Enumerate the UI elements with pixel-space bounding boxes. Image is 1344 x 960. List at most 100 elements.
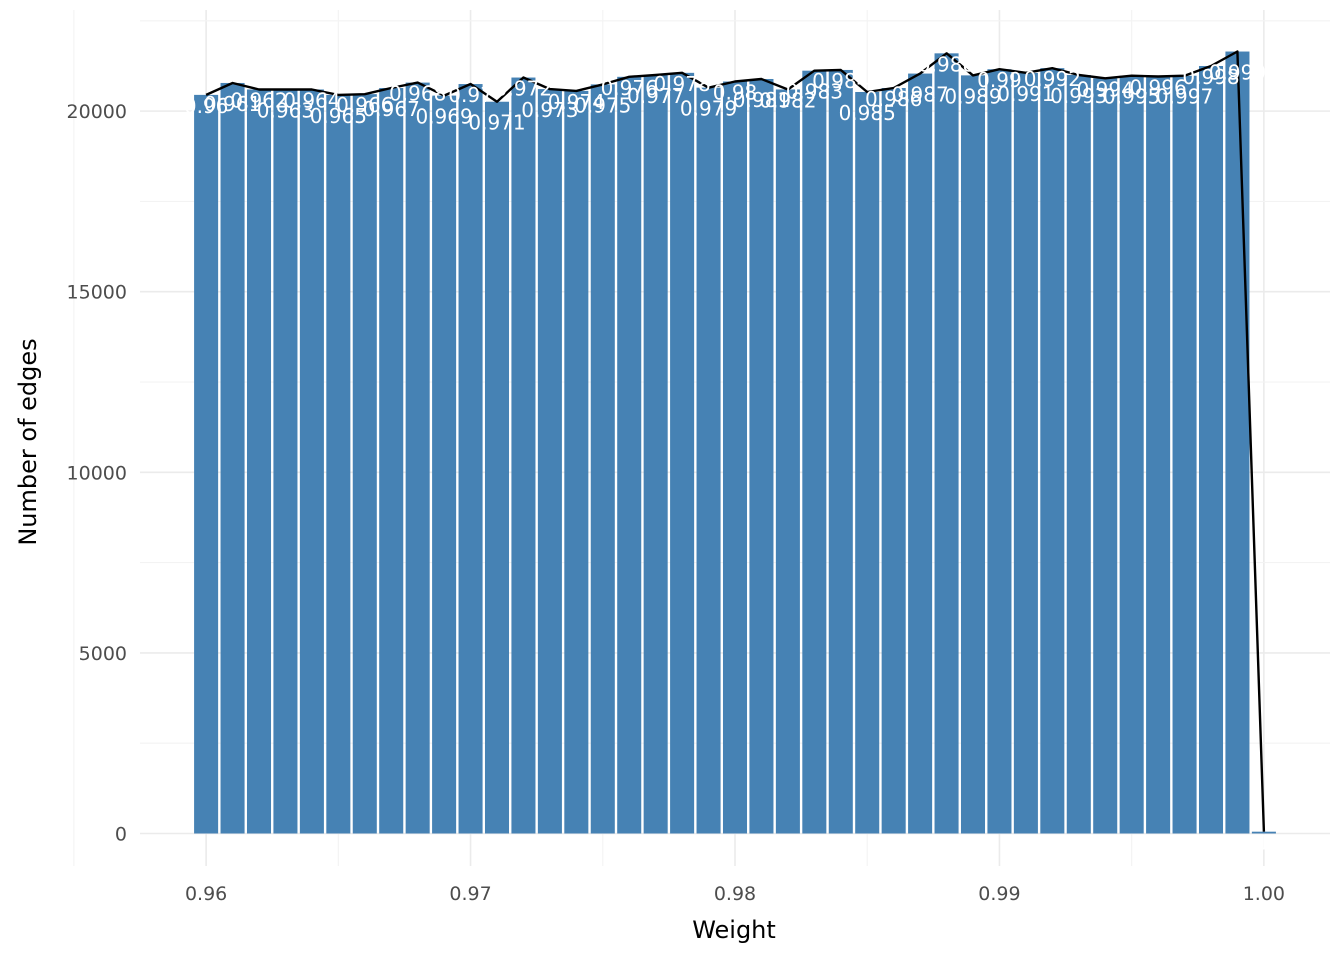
- bar-label: 0.991: [997, 82, 1054, 106]
- bar-label: 0.965: [310, 104, 367, 128]
- bar-label: 0.976: [601, 76, 658, 100]
- bar: [696, 87, 721, 834]
- bar: [643, 75, 668, 834]
- x-tick-label: 1.00: [1243, 883, 1285, 905]
- bar: [855, 91, 880, 834]
- bar-label: 0.99: [977, 68, 1022, 92]
- bar: [934, 53, 959, 834]
- bar-label: 0.969: [415, 105, 472, 129]
- bar-label: 0.971: [468, 111, 525, 135]
- bar: [511, 77, 536, 834]
- x-tick-label: 0.96: [185, 883, 227, 905]
- bar-label: 0.973: [521, 98, 578, 122]
- bar-label: 0.992: [1024, 67, 1081, 91]
- bar-label: 0.972: [495, 77, 552, 101]
- bar: [749, 78, 774, 834]
- bar: [908, 73, 933, 834]
- x-tick-label: 0.99: [978, 883, 1020, 905]
- bar-label: 0.98: [713, 81, 758, 105]
- bar: [828, 69, 853, 834]
- bar: [722, 81, 748, 834]
- bar-label: 0.982: [759, 88, 816, 112]
- bar: [617, 76, 642, 834]
- x-tick-label: 0.97: [449, 883, 491, 905]
- bar-label: 0.996: [1129, 75, 1186, 99]
- bar: [590, 84, 615, 834]
- x-axis-title: Weight: [692, 916, 776, 944]
- bar: [960, 75, 986, 834]
- bar: [220, 82, 245, 834]
- bar: [352, 94, 377, 834]
- bar-label: 0.97: [448, 83, 493, 107]
- bar-label: 0.966: [336, 93, 393, 117]
- bar: [1040, 68, 1065, 834]
- bar: [1172, 75, 1197, 834]
- bar-label: 0.989: [944, 84, 1001, 108]
- bar: [802, 70, 827, 834]
- bar-label: 0.974: [548, 90, 605, 114]
- bar-label: 0.962: [230, 88, 287, 112]
- frequency-polyline: [205, 50, 1266, 832]
- bar: [246, 89, 272, 834]
- bar: [484, 101, 510, 834]
- bar-label: 1: [1258, 831, 1271, 855]
- bar-label: 0.986: [865, 87, 922, 111]
- bar-label: 0.984: [812, 69, 869, 93]
- bar-label: 0.968: [389, 82, 446, 106]
- bar: [1013, 72, 1038, 834]
- bar-labels: 0.960.9610.9620.9630.9640.9650.9660.9670…: [184, 52, 1270, 854]
- bar-label: 0.985: [839, 101, 896, 125]
- bar-label: 0.978: [653, 72, 710, 96]
- bar: [1251, 831, 1276, 834]
- bar: [1225, 51, 1250, 834]
- bar: [326, 94, 351, 834]
- bar: [1146, 76, 1171, 834]
- y-tick-label: 0: [115, 823, 127, 845]
- bar-label: 0.975: [574, 93, 631, 117]
- bar-label: 0.987: [891, 83, 948, 107]
- bar: [987, 69, 1012, 834]
- bar-label: 0.999: [1209, 61, 1266, 85]
- bar-label: 0.964: [283, 88, 340, 112]
- bar-label: 0.963: [257, 98, 314, 122]
- bar-label: 0.997: [1156, 85, 1213, 109]
- bar: [537, 89, 562, 834]
- bar-label: 0.96: [184, 94, 229, 118]
- bar-label: 0.988: [918, 52, 975, 76]
- bar: [564, 90, 589, 834]
- frequency-line: [205, 50, 1266, 832]
- bar: [458, 84, 483, 834]
- bar-label: 0.994: [1077, 77, 1134, 101]
- bar: [1198, 65, 1224, 834]
- y-tick-label: 20000: [67, 101, 127, 123]
- x-axis-ticks: 0.96 0.97 0.98 0.99 1.00: [185, 883, 1285, 905]
- y-tick-label: 10000: [67, 462, 127, 484]
- y-tick-label: 5000: [79, 643, 127, 665]
- y-axis-title: Number of edges: [14, 338, 42, 545]
- bar: [194, 94, 219, 834]
- bar: [1093, 78, 1118, 834]
- y-tick-label: 15000: [67, 282, 127, 304]
- bar-label: 0.993: [1050, 84, 1107, 108]
- bar-label: 0.967: [363, 97, 420, 121]
- bar: [379, 88, 404, 834]
- bar-label: 0.998: [1182, 65, 1239, 89]
- bar: [273, 89, 298, 834]
- bar-label: 0.981: [733, 88, 790, 112]
- bar-label: 0.977: [627, 84, 684, 108]
- bar: [432, 95, 457, 834]
- bar: [775, 89, 800, 834]
- bars: [194, 51, 1276, 834]
- bar-label: 0.995: [1103, 85, 1160, 109]
- y-axis-ticks: 0 5000 10000 15000 20000: [67, 101, 127, 845]
- bar: [881, 88, 906, 834]
- bar-label: 0.979: [680, 97, 737, 121]
- x-tick-label: 0.98: [714, 883, 756, 905]
- bar-label: 0.983: [786, 80, 843, 104]
- bar: [405, 82, 430, 834]
- bar: [670, 72, 695, 834]
- bar: [299, 89, 324, 834]
- bar-label: 0.961: [204, 92, 261, 116]
- bar: [1119, 75, 1144, 834]
